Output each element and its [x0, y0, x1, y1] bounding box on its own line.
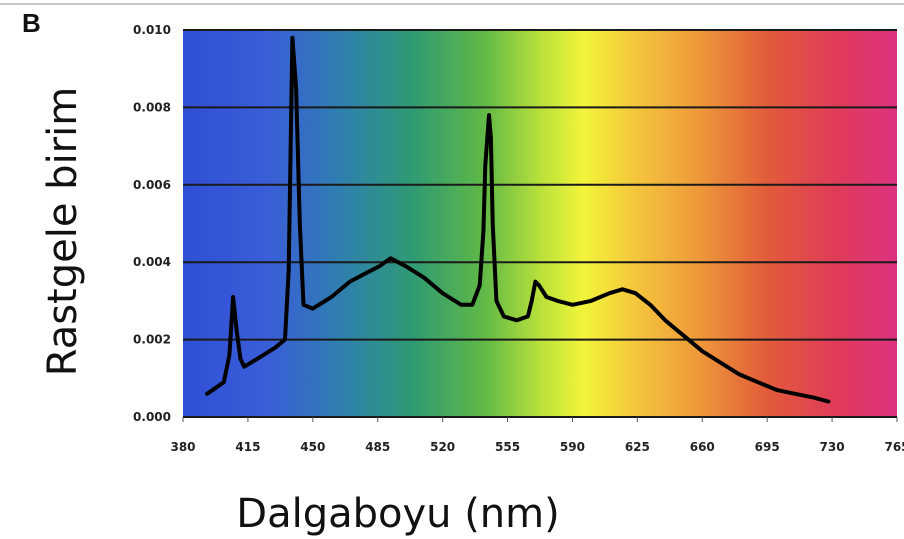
y-tick-label: 0.000	[133, 410, 171, 424]
x-tick-label: 660	[690, 440, 715, 454]
x-tick-label: 450	[300, 440, 325, 454]
y-tick-labels: 0.000 0.002 0.004 0.006 0.008 0.010	[133, 23, 171, 424]
x-tick-label: 765	[884, 440, 904, 454]
x-tick-labels: 380 415 450 485 520 555 590 625 660 695 730 765	[170, 417, 904, 454]
x-tick-label: 625	[625, 440, 650, 454]
y-tick-label: 0.010	[133, 23, 171, 37]
plot-background	[183, 30, 897, 417]
y-tick-label: 0.006	[133, 178, 171, 192]
y-axis-title: Rastgele birim	[40, 87, 86, 376]
y-tick-label: 0.002	[133, 333, 171, 347]
x-tick-label: 695	[755, 440, 780, 454]
y-tick-label: 0.004	[133, 255, 171, 269]
x-tick-label: 590	[560, 440, 585, 454]
panel-letter: B	[22, 8, 41, 38]
y-tick-label: 0.008	[133, 100, 171, 114]
x-tick-label: 380	[170, 440, 195, 454]
series-line	[205, 35, 831, 404]
x-tick-label: 485	[365, 440, 390, 454]
x-tick-label: 555	[495, 440, 520, 454]
x-tick-label: 415	[235, 440, 260, 454]
x-tick-label: 520	[430, 440, 455, 454]
x-tick-label: 730	[820, 440, 845, 454]
x-axis-title: Dalgaboyu (nm)	[236, 491, 559, 537]
